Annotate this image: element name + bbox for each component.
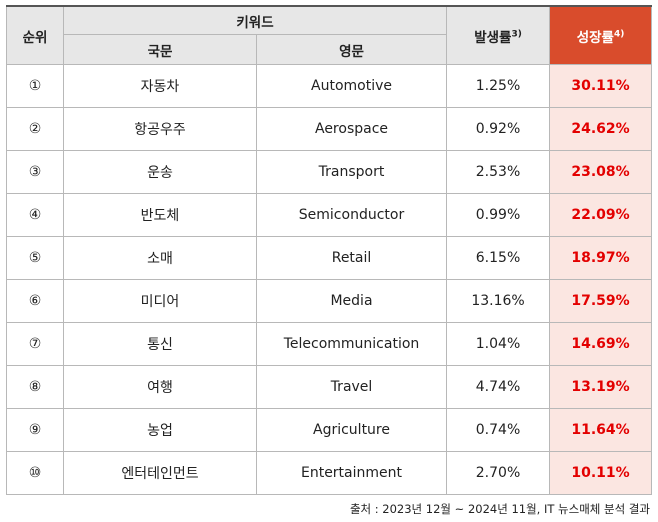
growth-footnote-mark: 4): [613, 29, 625, 39]
table-row: ⑦ 통신 Telecommunication 1.04% 14.69%: [6, 322, 653, 366]
english-header: 영문: [255, 34, 448, 65]
source-note: 출처 : 2023년 12월 ~ 2024년 11월, IT 뉴스매체 분석 결…: [349, 502, 650, 516]
occurrence-cell: 4.74%: [446, 365, 551, 409]
occurrence-cell: 2.70%: [446, 451, 551, 495]
rank-cell: ⑨: [6, 408, 64, 452]
korean-keyword-cell: 자동차: [63, 64, 257, 108]
korean-keyword-cell: 농업: [63, 408, 257, 452]
occurrence-header-label: 발생률: [474, 29, 512, 46]
english-keyword-cell: Semiconductor: [255, 193, 448, 237]
occurrence-cell: 1.04%: [446, 322, 551, 366]
english-keyword-cell: Entertainment: [255, 451, 448, 495]
korean-header: 국문: [63, 34, 257, 65]
rank-cell: ③: [6, 150, 64, 194]
english-keyword-cell: Aerospace: [255, 107, 448, 151]
growth-cell: 24.62%: [549, 107, 653, 151]
korean-keyword-cell: 여행: [63, 365, 257, 409]
korean-keyword-cell: 반도체: [63, 193, 257, 237]
rank-cell: ⑥: [6, 279, 64, 323]
table-row: ⑩ 엔터테인먼트 Entertainment 2.70% 10.11%: [6, 451, 653, 495]
occurrence-cell: 0.92%: [446, 107, 551, 151]
growth-cell: 17.59%: [549, 279, 653, 323]
english-keyword-cell: Automotive: [255, 64, 448, 108]
table-row: ④ 반도체 Semiconductor 0.99% 22.09%: [6, 193, 653, 237]
growth-cell: 23.08%: [549, 150, 653, 194]
occurrence-cell: 13.16%: [446, 279, 551, 323]
keyword-growth-table: 순위 키워드 발생률3) 성장률4) 국문 영문 ① 자동차 Automotive 1…: [6, 5, 653, 495]
growth-cell: 22.09%: [549, 193, 653, 237]
growth-cell: 13.19%: [549, 365, 653, 409]
table-row: ⑥ 미디어 Media 13.16% 17.59%: [6, 279, 653, 323]
growth-header-label: 성장률: [576, 29, 614, 46]
occurrence-footnote-mark: 3): [511, 29, 522, 39]
growth-cell: 14.69%: [549, 322, 653, 366]
korean-keyword-cell: 항공우주: [63, 107, 257, 151]
occurrence-header: 발생률3): [446, 5, 551, 65]
keyword-header: 키워드: [62, 5, 448, 35]
occurrence-cell: 0.74%: [446, 408, 551, 452]
rank-header: 순위: [6, 5, 64, 65]
rank-cell: ①: [6, 64, 64, 108]
rank-cell: ⑩: [6, 451, 64, 495]
english-keyword-cell: Retail: [255, 236, 448, 280]
occurrence-cell: 1.25%: [446, 64, 551, 108]
rank-cell: ⑦: [6, 322, 64, 366]
korean-keyword-cell: 미디어: [63, 279, 257, 323]
rank-cell: ⑤: [6, 236, 64, 280]
rank-cell: ④: [6, 193, 64, 237]
occurrence-cell: 0.99%: [446, 193, 551, 237]
table-row: ③ 운송 Transport 2.53% 23.08%: [6, 150, 653, 194]
table-row: ⑨ 농업 Agriculture 0.74% 11.64%: [6, 408, 653, 452]
english-keyword-cell: Transport: [255, 150, 448, 194]
growth-cell: 11.64%: [549, 408, 653, 452]
growth-cell: 10.11%: [549, 451, 653, 495]
growth-header: 성장률4): [549, 5, 653, 65]
korean-keyword-cell: 통신: [63, 322, 257, 366]
rank-cell: ②: [6, 107, 64, 151]
growth-cell: 18.97%: [549, 236, 653, 280]
korean-keyword-cell: 운송: [63, 150, 257, 194]
table-body: ① 자동차 Automotive 1.25% 30.11% ② 항공우주 Aerospace 0…: [6, 64, 653, 495]
keyword-table-container: 순위 키워드 발생률3) 성장률4) 국문 영문 ① 자동차 Automotive 1…: [6, 5, 653, 495]
occurrence-cell: 6.15%: [446, 236, 551, 280]
korean-keyword-cell: 엔터테인먼트: [63, 451, 257, 495]
english-keyword-cell: Telecommunication: [255, 322, 448, 366]
table-row: ⑧ 여행 Travel 4.74% 13.19%: [6, 365, 653, 409]
rank-cell: ⑧: [6, 365, 64, 409]
table-row: ⑤ 소매 Retail 6.15% 18.97%: [6, 236, 653, 280]
occurrence-cell: 2.53%: [446, 150, 551, 194]
korean-keyword-cell: 소매: [63, 236, 257, 280]
english-keyword-cell: Travel: [255, 365, 448, 409]
table-row: ② 항공우주 Aerospace 0.92% 24.62%: [6, 107, 653, 151]
table-row: ① 자동차 Automotive 1.25% 30.11%: [6, 64, 653, 108]
growth-cell: 30.11%: [549, 64, 653, 108]
english-keyword-cell: Agriculture: [255, 408, 448, 452]
english-keyword-cell: Media: [255, 279, 448, 323]
